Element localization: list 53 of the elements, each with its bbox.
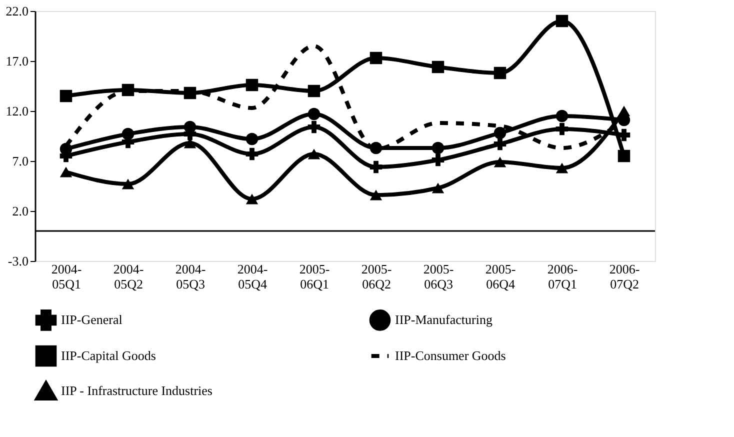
x-tick-label: 2004-05Q4 [237,262,268,292]
y-tick-label: -3.0 [8,254,28,268]
point [556,122,568,136]
x-tick-label: 2005-06Q4 [485,262,516,292]
point [494,126,506,140]
legend-label: IIP - Infrastructure Industries [61,383,212,398]
point [60,90,72,102]
y-tick-label: 7.0 [12,154,28,168]
x-tick-label: 2006-07Q2 [609,262,640,292]
point [246,194,258,204]
point [618,106,630,116]
point [556,14,568,28]
x-tick-label: 2006-07Q1 [547,262,578,292]
point [60,166,72,178]
legend-label: IIP-General [61,312,123,328]
x-tick-label: 2005-06Q3 [423,262,454,292]
x-tick-label: 2004-05Q1 [51,262,82,292]
x-tick-label: 2005-06Q2 [361,262,392,292]
point [122,128,134,140]
y-tick-label: 2.0 [12,204,28,218]
point [308,148,320,160]
y-tick-label: 17.0 [6,54,28,68]
point [432,142,444,154]
point [370,160,382,174]
point [432,154,444,166]
legend-label: IIP-Consumer Goods [395,348,506,363]
x-tick-label: 2004-05Q3 [175,262,206,292]
y-tick-label: 22.0 [6,4,28,18]
point [370,190,382,200]
point [432,182,444,194]
point [246,132,258,146]
point [556,110,568,122]
x-tick-label: 2004-05Q2 [113,262,144,292]
point [308,120,320,134]
point [122,84,134,96]
point [122,178,134,190]
point [184,86,196,100]
point [618,150,630,162]
x-tick-label: 2005-06Q1 [299,262,330,292]
point [308,108,320,120]
legend-label: IIP-Capital Goods [61,348,156,363]
point [370,52,382,64]
point [308,84,320,98]
y-tick-label: 12.0 [6,104,28,118]
point [494,138,506,150]
point [370,142,382,154]
point [246,78,258,92]
legend-label: IIP-Manufacturing [395,312,493,328]
point [556,162,568,174]
point [494,156,506,168]
point [494,66,506,80]
point [246,148,258,160]
point [432,60,444,74]
